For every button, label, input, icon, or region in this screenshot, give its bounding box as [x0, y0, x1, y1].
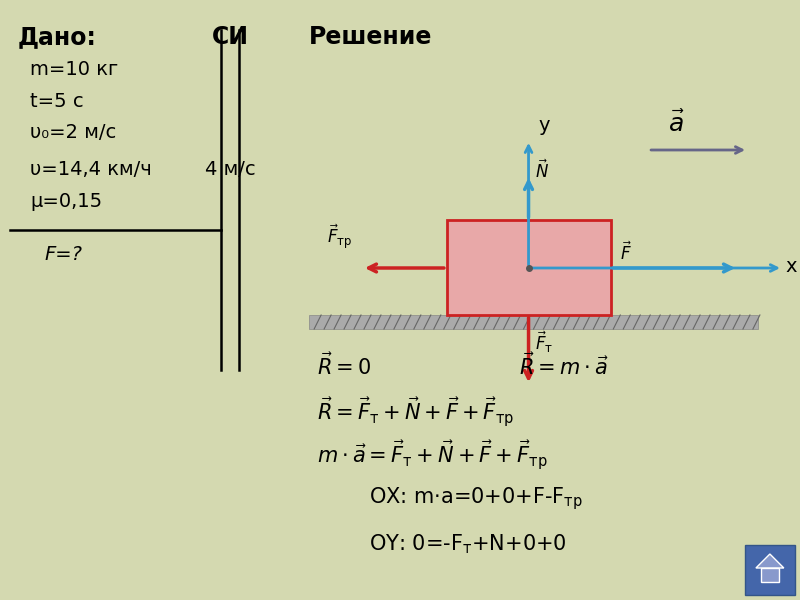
Text: y: y: [538, 116, 550, 135]
Bar: [309, 315, 758, 329]
Text: υ₀=2 м/с: υ₀=2 м/с: [30, 123, 116, 142]
Text: υ=14,4 км/ч: υ=14,4 км/ч: [30, 160, 152, 179]
Text: $m \cdot \vec{a} = \vec{F}_{\mathrm{т}} + \vec{N} + \vec{F} + \vec{F}_{\mathrm{т: $m \cdot \vec{a} = \vec{F}_{\mathrm{т}} …: [317, 438, 548, 472]
Text: x: x: [786, 257, 798, 275]
Text: Дано:: Дано:: [18, 25, 97, 49]
Bar: [761, 568, 779, 582]
Bar: [745, 545, 795, 595]
Text: $\vec{N}$: $\vec{N}$: [534, 160, 549, 182]
Text: $\vec{F}_{\mathrm{тр}}$: $\vec{F}_{\mathrm{тр}}$: [326, 223, 352, 251]
Text: 4 м/с: 4 м/с: [205, 160, 256, 179]
Text: СИ: СИ: [212, 25, 249, 49]
Text: Решение: Решение: [309, 25, 433, 49]
Text: $\vec{a}$: $\vec{a}$: [668, 111, 685, 137]
Text: $\vec{F}$: $\vec{F}$: [620, 242, 632, 264]
Text: ОХ: m$\cdot$a=0+0+F-F$_{\mathrm{тр}}$: ОХ: m$\cdot$a=0+0+F-F$_{\mathrm{тр}}$: [369, 485, 583, 512]
Text: t=5 с: t=5 с: [30, 92, 83, 111]
Polygon shape: [756, 554, 784, 568]
Text: OY: 0=-F$_{\mathrm{т}}$+N+0+0: OY: 0=-F$_{\mathrm{т}}$+N+0+0: [369, 532, 566, 556]
Text: F=?: F=?: [45, 245, 83, 264]
Text: $\vec{R} = m \cdot \vec{a}$: $\vec{R} = m \cdot \vec{a}$: [518, 352, 608, 379]
Bar: [446, 220, 611, 315]
Text: $\vec{R} = 0$: $\vec{R} = 0$: [317, 352, 371, 379]
Text: μ=0,15: μ=0,15: [30, 192, 102, 211]
Text: m=10 кг: m=10 кг: [30, 60, 118, 79]
Text: $\vec{F}_{\mathrm{т}}$: $\vec{F}_{\mathrm{т}}$: [534, 329, 553, 355]
Text: $\vec{R} = \vec{F}_{\mathrm{т}} + \vec{N} + \vec{F} + \vec{F}_{\mathrm{тр}}$: $\vec{R} = \vec{F}_{\mathrm{т}} + \vec{N…: [317, 395, 514, 428]
